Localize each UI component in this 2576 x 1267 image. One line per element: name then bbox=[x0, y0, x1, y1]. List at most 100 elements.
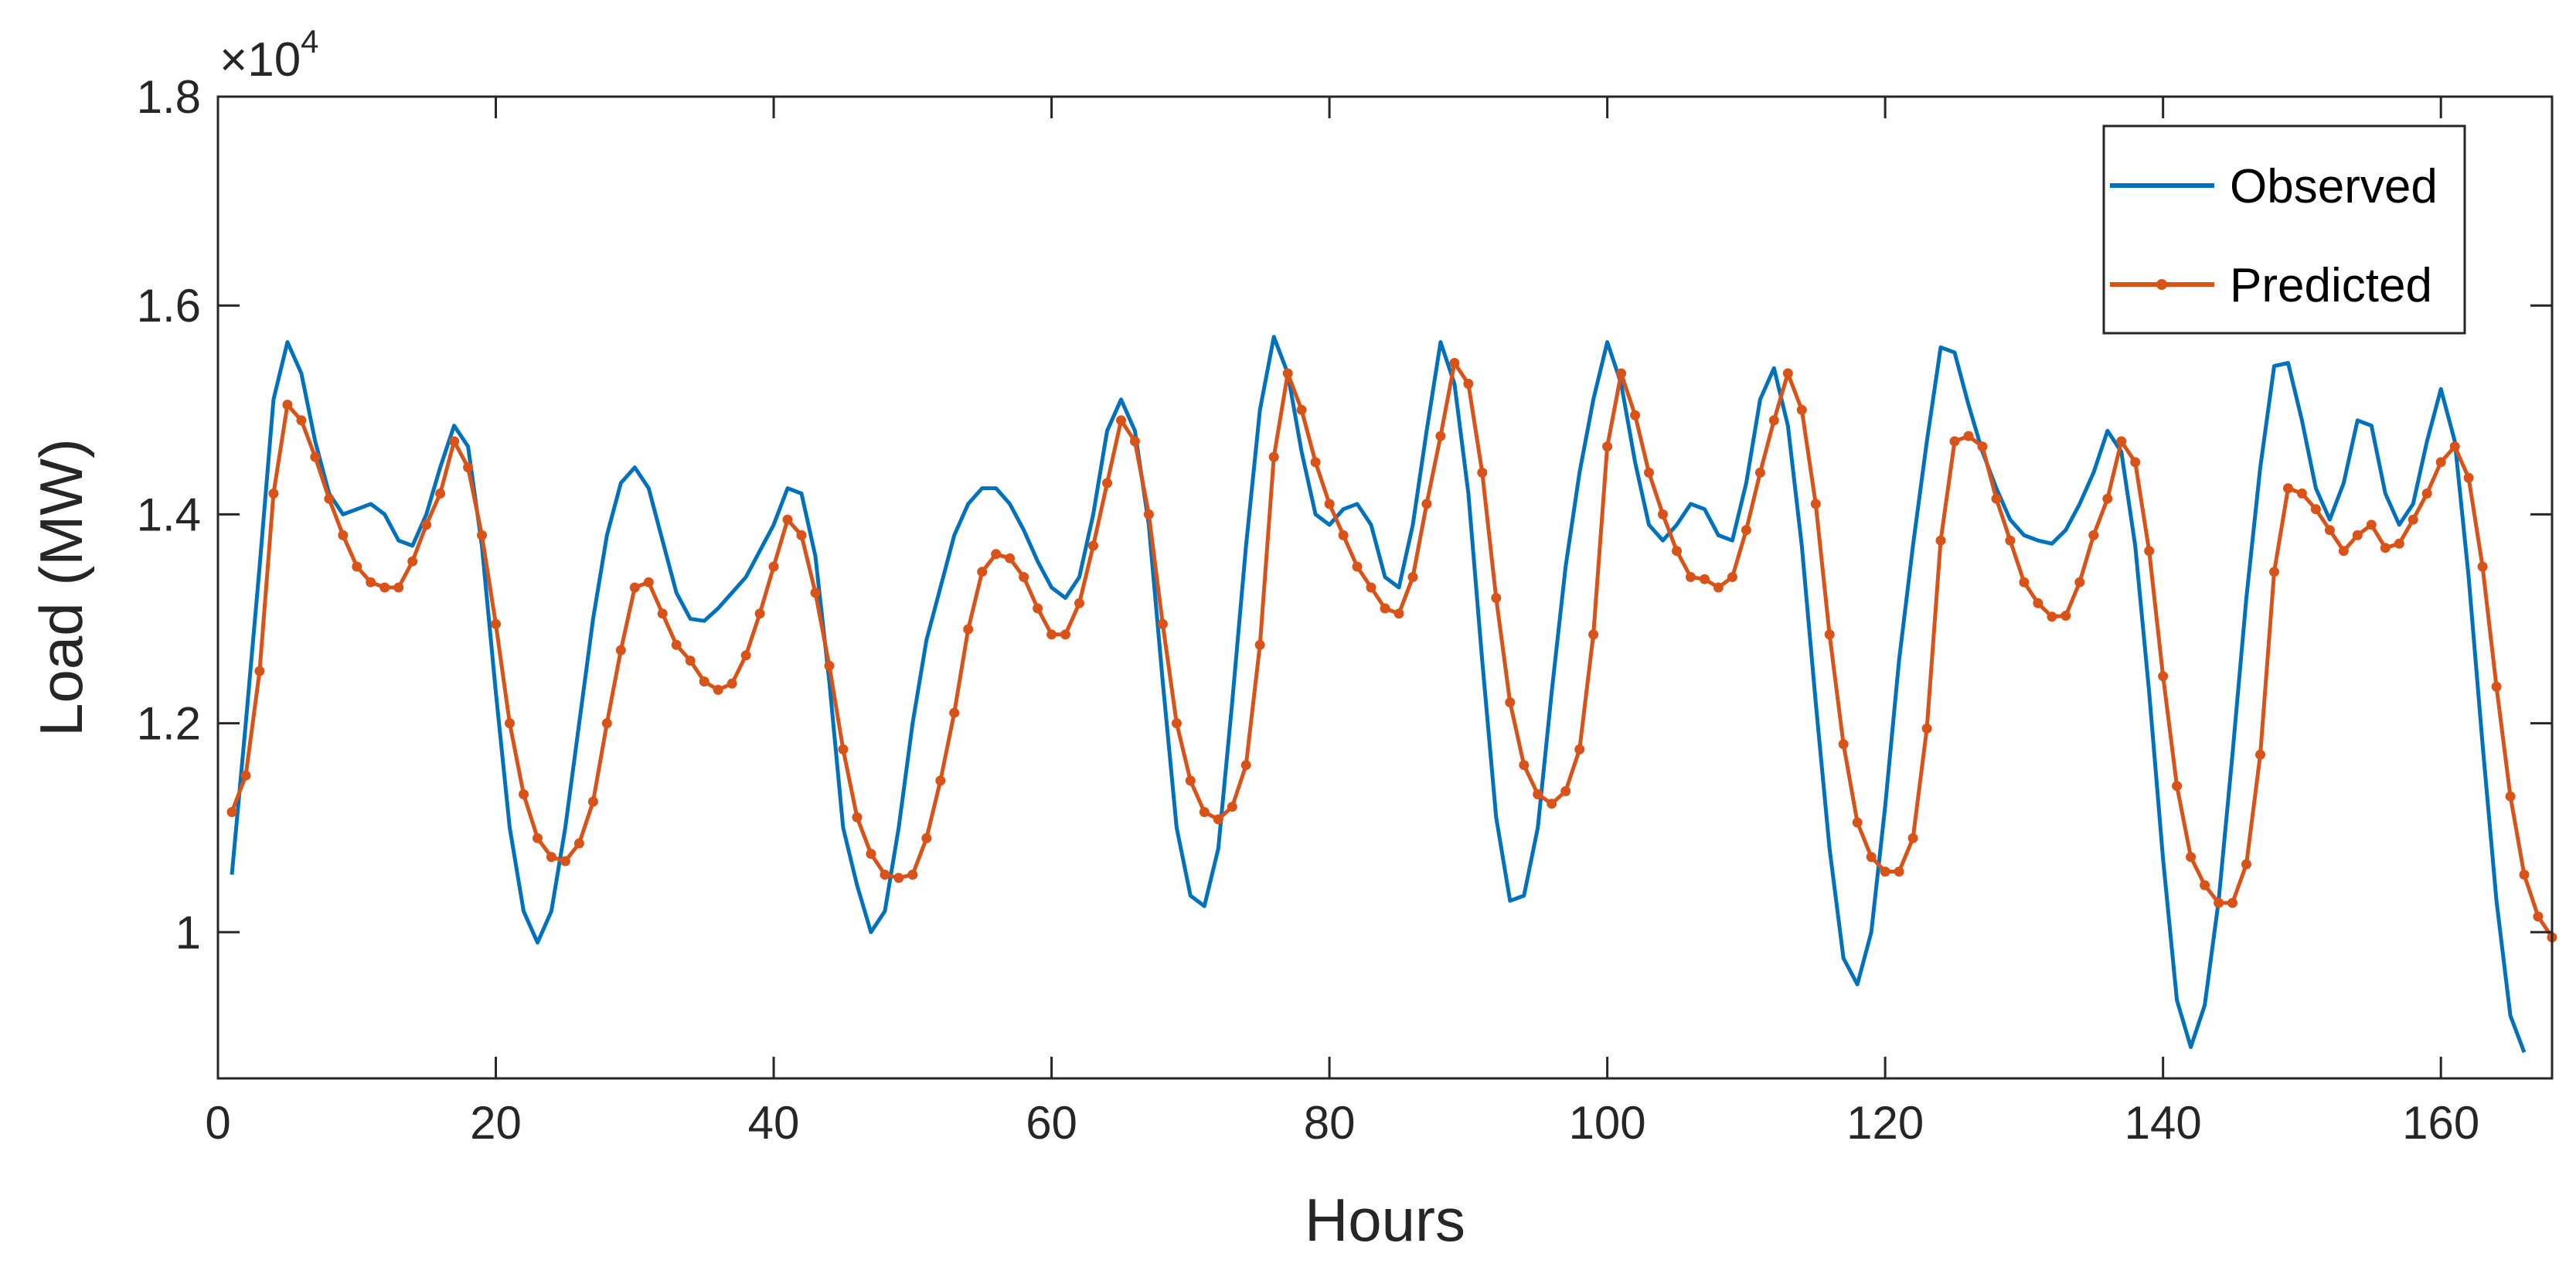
data-point-predicted bbox=[296, 415, 307, 426]
data-point-predicted bbox=[893, 873, 904, 884]
data-point-predicted bbox=[1977, 441, 1988, 452]
data-point-predicted bbox=[587, 796, 598, 807]
data-point-predicted bbox=[1491, 593, 1502, 603]
data-point-predicted bbox=[2505, 791, 2516, 802]
ticks-layer: 0 20 40 60 80 100 120 140 160 1 1.2 1.4 1.6 1.8 bbox=[137, 71, 2552, 1149]
data-point-predicted bbox=[671, 639, 682, 650]
data-point-predicted bbox=[1227, 802, 1237, 812]
data-point-predicted bbox=[2449, 441, 2460, 452]
data-point-predicted bbox=[1199, 807, 1210, 817]
data-point-predicted bbox=[2269, 567, 2279, 577]
data-point-predicted bbox=[1505, 697, 1516, 708]
legend-label-observed: Observed bbox=[2230, 160, 2438, 213]
data-point-predicted bbox=[2158, 671, 2169, 682]
data-point-predicted bbox=[254, 666, 265, 676]
data-point-predicted bbox=[782, 514, 793, 525]
data-point-predicted bbox=[1449, 358, 1460, 368]
data-point-predicted bbox=[2214, 897, 2224, 908]
data-point-predicted bbox=[2047, 611, 2057, 622]
data-point-predicted bbox=[1310, 457, 1321, 468]
data-point-predicted bbox=[629, 582, 640, 593]
data-point-predicted bbox=[282, 400, 293, 410]
data-point-predicted bbox=[1796, 404, 1807, 415]
data-point-predicted bbox=[643, 577, 654, 588]
y-axis-label: Load (MW) bbox=[27, 438, 95, 737]
data-point-predicted bbox=[2380, 543, 2391, 553]
data-point-predicted bbox=[463, 462, 474, 473]
data-point-predicted bbox=[1185, 775, 1196, 786]
data-point-predicted bbox=[2116, 436, 2127, 447]
data-point-predicted bbox=[1949, 436, 1960, 447]
y-tick-label: 1.8 bbox=[137, 71, 201, 123]
data-point-predicted bbox=[2283, 483, 2293, 494]
data-point-predicted bbox=[1630, 410, 1641, 421]
data-point-predicted bbox=[2227, 897, 2237, 908]
x-axis-label: Hours bbox=[1305, 1186, 1465, 1254]
data-point-predicted bbox=[838, 744, 849, 754]
data-point-predicted bbox=[2005, 535, 2016, 546]
data-point-predicted bbox=[740, 650, 751, 661]
data-point-predicted bbox=[1754, 467, 1765, 478]
y-tick-label: 1 bbox=[175, 907, 201, 959]
data-point-predicted bbox=[1741, 525, 1751, 536]
data-point-predicted bbox=[1907, 833, 1918, 843]
data-point-predicted bbox=[1324, 499, 1335, 509]
y-multiplier-exp: 4 bbox=[301, 23, 318, 60]
data-point-predicted bbox=[935, 775, 946, 786]
data-point-predicted bbox=[1894, 867, 1904, 877]
legend-label-predicted: Predicted bbox=[2230, 259, 2432, 312]
data-point-predicted bbox=[949, 707, 960, 718]
data-point-predicted bbox=[1171, 718, 1182, 729]
data-point-predicted bbox=[852, 812, 863, 823]
data-point-predicted bbox=[2186, 852, 2197, 863]
data-point-predicted bbox=[1033, 603, 1043, 614]
data-point-predicted bbox=[1519, 760, 1530, 771]
data-point-predicted bbox=[977, 567, 988, 577]
data-point-predicted bbox=[1547, 799, 1557, 809]
data-point-predicted bbox=[2019, 577, 2030, 588]
data-point-predicted bbox=[310, 451, 321, 462]
x-tick-label: 0 bbox=[205, 1097, 230, 1149]
data-point-predicted bbox=[1296, 404, 1307, 415]
data-point-predicted bbox=[1421, 499, 1432, 509]
series-line-predicted bbox=[230, 361, 2554, 938]
y-tick-label: 1.4 bbox=[137, 489, 201, 540]
data-point-predicted bbox=[1686, 572, 1696, 582]
data-point-predicted bbox=[907, 870, 918, 880]
data-point-predicted bbox=[2088, 530, 2099, 540]
y-tick-label: 1.2 bbox=[137, 698, 201, 750]
data-point-predicted bbox=[2144, 546, 2155, 557]
data-point-predicted bbox=[2296, 488, 2307, 499]
data-point-predicted bbox=[1074, 598, 1084, 608]
data-point-predicted bbox=[1810, 499, 1821, 509]
data-point-predicted bbox=[407, 556, 418, 567]
data-point-predicted bbox=[1268, 451, 1279, 462]
data-point-predicted bbox=[1116, 415, 1126, 426]
data-point-predicted bbox=[268, 488, 279, 499]
data-point-predicted bbox=[991, 549, 1002, 560]
data-point-predicted bbox=[1880, 867, 1890, 877]
data-point-predicted bbox=[1824, 629, 1835, 640]
data-point-predicted bbox=[546, 852, 556, 863]
data-point-predicted bbox=[2241, 859, 2251, 870]
x-tick-label: 140 bbox=[2125, 1097, 2202, 1149]
data-point-predicted bbox=[2074, 577, 2085, 588]
data-point-predicted bbox=[1019, 572, 1029, 582]
data-point-predicted bbox=[727, 678, 737, 689]
data-point-predicted bbox=[1102, 478, 1112, 489]
data-point-predicted bbox=[226, 807, 237, 817]
data-point-predicted bbox=[699, 676, 710, 687]
data-point-predicted bbox=[379, 582, 390, 593]
y-tick-label: 1.6 bbox=[137, 280, 201, 332]
data-point-predicted bbox=[1602, 441, 1613, 452]
plot-border bbox=[216, 95, 2554, 1080]
data-point-predicted bbox=[393, 582, 404, 593]
data-point-predicted bbox=[1046, 629, 1057, 640]
data-point-predicted bbox=[754, 608, 765, 619]
data-point-predicted bbox=[657, 608, 668, 619]
data-point-predicted bbox=[1935, 535, 1946, 546]
data-point-predicted bbox=[2463, 472, 2474, 483]
legend-marker-predicted bbox=[2156, 279, 2167, 290]
data-point-predicted bbox=[1921, 723, 1932, 734]
data-point-predicted bbox=[435, 488, 446, 499]
